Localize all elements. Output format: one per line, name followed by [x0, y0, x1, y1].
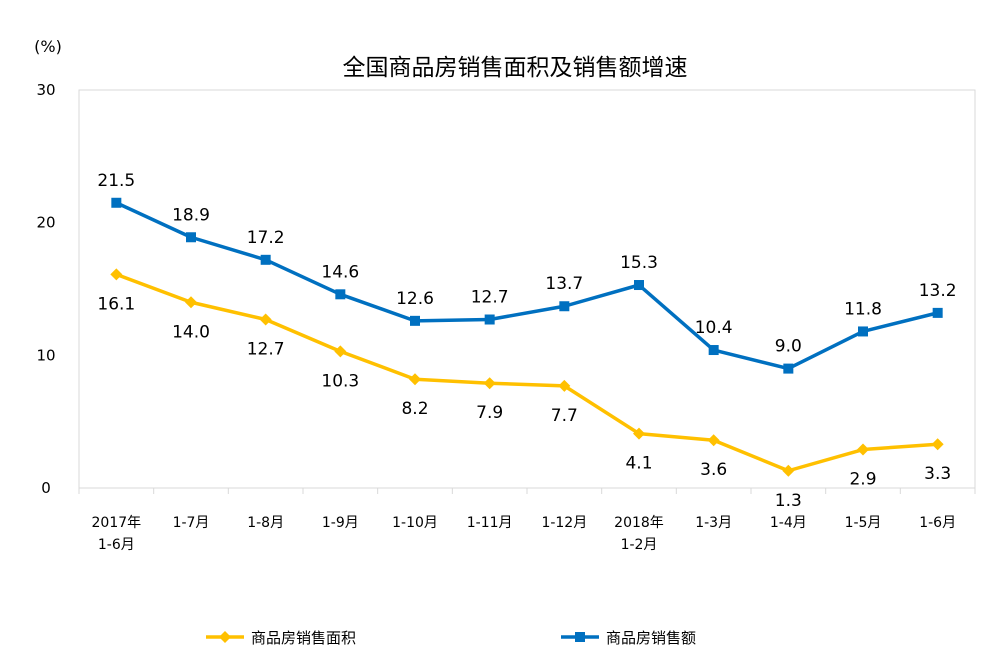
- data-point: [259, 313, 272, 326]
- data-point: [783, 363, 794, 374]
- x-tick-label: 1-3月: [695, 515, 732, 531]
- data-point: [483, 377, 496, 390]
- data-label: 2.9: [849, 470, 876, 490]
- data-label: 13.7: [545, 274, 583, 294]
- x-tick-label: 1-6月: [919, 515, 956, 531]
- series-line-0: [115, 272, 938, 473]
- y-tick-label: 30: [36, 81, 55, 99]
- x-tick-label: 1-9月: [322, 515, 359, 531]
- data-point: [186, 232, 196, 243]
- plot-area-border: [78, 89, 976, 489]
- data-label: 13.2: [919, 281, 957, 301]
- data-labels-layer: 16.1 14.0 12.7 10.3 8.2 7.9 7.7 4.1 3.6 1.3 2.9 3.3…: [97, 171, 956, 511]
- data-label: 3.6: [700, 460, 727, 480]
- x-tick-label: 1-7月: [173, 515, 210, 531]
- y-axis-ticks: 0 10 20 30: [36, 81, 55, 497]
- data-point: [932, 307, 943, 318]
- legend-marker: [575, 632, 585, 642]
- data-label: 9.0: [775, 337, 802, 357]
- data-point: [857, 443, 869, 456]
- x-tick-label: 2017年 1-6月: [92, 515, 142, 553]
- data-point: [410, 315, 420, 326]
- legend-label: 商品房销售面积: [251, 629, 356, 647]
- data-label: 17.2: [247, 228, 285, 248]
- data-point: [858, 326, 868, 337]
- data-label: 1.3: [775, 491, 802, 511]
- data-point: [634, 280, 644, 291]
- data-label: 3.3: [924, 464, 951, 484]
- data-point: [111, 197, 122, 208]
- data-point: [409, 373, 421, 386]
- data-label: 7.7: [551, 406, 578, 426]
- data-point: [335, 289, 346, 300]
- data-point: [559, 301, 570, 312]
- chart-title: 全国商品房销售面积及销售额增速: [343, 55, 688, 81]
- data-label: 10.4: [695, 318, 733, 338]
- y-axis-unit-label: (%): [34, 37, 62, 56]
- x-tick-label: 1-10月: [392, 515, 438, 531]
- data-label: 8.2: [401, 399, 428, 419]
- series-layer: [110, 197, 944, 477]
- y-tick-label: 20: [36, 214, 55, 232]
- data-point: [185, 296, 197, 309]
- x-tick-label: 1-4月: [770, 515, 807, 531]
- data-label: 18.9: [172, 205, 210, 225]
- data-label: 4.1: [625, 454, 652, 474]
- data-label: 12.7: [471, 288, 509, 308]
- legend-marker: [219, 631, 231, 643]
- data-point: [334, 345, 347, 358]
- x-tick-label: 1-5月: [845, 515, 882, 531]
- y-tick-label: 0: [41, 479, 51, 497]
- data-label: 10.3: [321, 371, 359, 391]
- x-tick-label: 1-11月: [467, 515, 513, 531]
- x-axis-ticks: 2017年 1-6月 1-7月 1-8月 1-9月 1-10月 1-11月 1-12月 2018…: [78, 488, 976, 553]
- data-label: 14.6: [321, 262, 359, 282]
- data-point: [708, 345, 719, 356]
- data-point: [633, 427, 645, 440]
- data-label: 11.8: [844, 299, 882, 319]
- data-label: 7.9: [476, 403, 503, 423]
- data-point: [707, 434, 720, 447]
- data-point: [558, 379, 571, 392]
- legend-label: 商品房销售额: [606, 629, 696, 647]
- x-tick-label: 1-8月: [247, 515, 284, 531]
- data-label: 12.6: [396, 289, 434, 309]
- legend: 商品房销售面积 商品房销售额: [206, 629, 696, 647]
- y-tick-label: 10: [36, 346, 55, 364]
- data-point: [484, 314, 495, 325]
- data-label: 12.7: [247, 340, 285, 360]
- data-label: 21.5: [97, 171, 135, 191]
- data-label: 14.0: [172, 322, 210, 342]
- data-point: [110, 268, 123, 281]
- series-line-1: [115, 201, 939, 371]
- x-tick-label: 2018年 1-2月: [614, 515, 664, 553]
- data-point: [782, 464, 795, 477]
- x-tick-label: 1-12月: [541, 515, 587, 531]
- data-point: [931, 438, 944, 451]
- data-point: [260, 254, 271, 265]
- data-label: 15.3: [620, 253, 658, 273]
- data-label: 16.1: [97, 294, 135, 314]
